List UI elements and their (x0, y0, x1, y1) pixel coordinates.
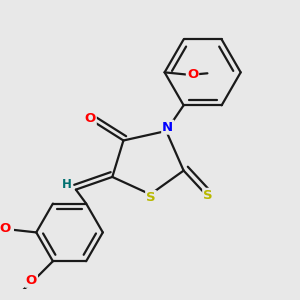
Text: S: S (146, 191, 156, 204)
Text: O: O (187, 68, 198, 81)
Text: H: H (61, 178, 71, 191)
Text: N: N (162, 121, 173, 134)
Text: O: O (26, 274, 37, 287)
Text: O: O (0, 222, 10, 235)
Text: O: O (85, 112, 96, 125)
Text: S: S (203, 189, 213, 202)
